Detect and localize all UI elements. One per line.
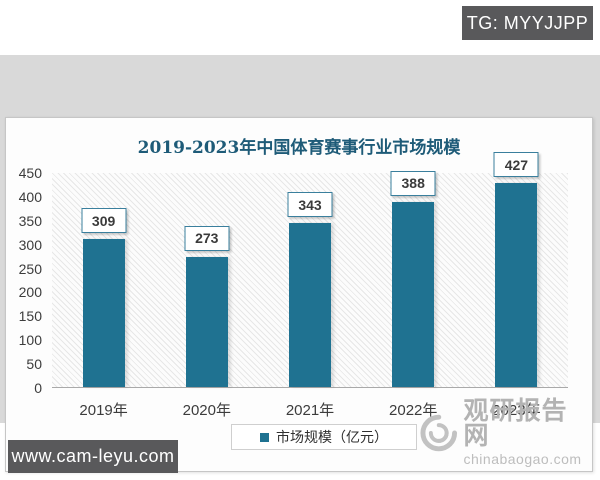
bar-slot-2021年: 343 — [258, 173, 361, 387]
y-tick-label: 200 — [18, 284, 42, 301]
tg-contact-text: TG: MYYJJPP — [466, 12, 589, 33]
value-label-2022年: 388 — [390, 170, 436, 196]
bar-slot-2019年: 309 — [52, 173, 155, 387]
chart-card: 2019-2023年中国体育赛事行业市场规模 0 50 100 150 200 250 30… — [5, 117, 593, 472]
x-label-2023年: 2023年 — [492, 402, 541, 419]
watermark-site-domain: chinabaogao.com — [463, 451, 582, 467]
url-badge-text: www.cam-leyu.com — [11, 446, 175, 466]
y-tick-label: 100 — [18, 332, 42, 349]
bar-2021年 — [289, 223, 331, 387]
bar-slot-2022年: 388 — [362, 170, 465, 387]
legend: 市场规模（亿元） — [231, 424, 417, 450]
url-badge: www.cam-leyu.com — [8, 440, 178, 473]
bar-2019年 — [82, 239, 125, 387]
x-label-2020年: 2020年 — [182, 402, 231, 419]
y-tick-label: 0 — [34, 380, 42, 396]
value-label-2023年: 427 — [493, 152, 539, 177]
y-axis: 0 50 100 150 200 250 300 350 400 450 — [8, 165, 46, 396]
bar-2023年 — [495, 183, 538, 387]
legend-series-label: 市场规模（亿元） — [276, 429, 388, 445]
y-tick-label: 350 — [18, 212, 42, 229]
x-axis-labels: 2019年 2020年 2021年 2022年 2023年 — [52, 399, 568, 419]
y-tick-label: 400 — [18, 188, 42, 205]
x-label-2021年: 2021年 — [285, 402, 335, 419]
y-tick-label: 300 — [18, 236, 42, 253]
chart-title: 2019-2023年中国体育赛事行业市场规模 — [137, 138, 461, 158]
y-tick-label: 50 — [26, 356, 42, 373]
bar-slot-2020年: 273 — [155, 173, 258, 387]
x-label-2022年: 2022年 — [389, 402, 438, 419]
x-label-2019年: 2019年 — [79, 402, 128, 419]
y-tick-label: 450 — [18, 165, 42, 181]
chart-image-frame: 2019-2023年中国体育赛事行业市场规模 0 50 100 150 200 250 30… — [0, 55, 600, 472]
tg-contact-badge: TG: MYYJJPP — [462, 6, 593, 40]
value-label-2021年: 343 — [287, 192, 333, 218]
y-tick-label: 150 — [18, 308, 42, 325]
plot-area: 309 273 343 388 427 — [52, 152, 568, 388]
value-label-2019年: 309 — [81, 208, 127, 234]
bar-slot-2023年: 427 — [465, 152, 568, 387]
value-label-2020年: 273 — [184, 225, 230, 251]
bar-2020年 — [185, 256, 228, 387]
y-tick-label: 250 — [18, 260, 42, 277]
bar-2022年 — [392, 201, 435, 387]
legend-swatch-icon — [260, 432, 269, 442]
